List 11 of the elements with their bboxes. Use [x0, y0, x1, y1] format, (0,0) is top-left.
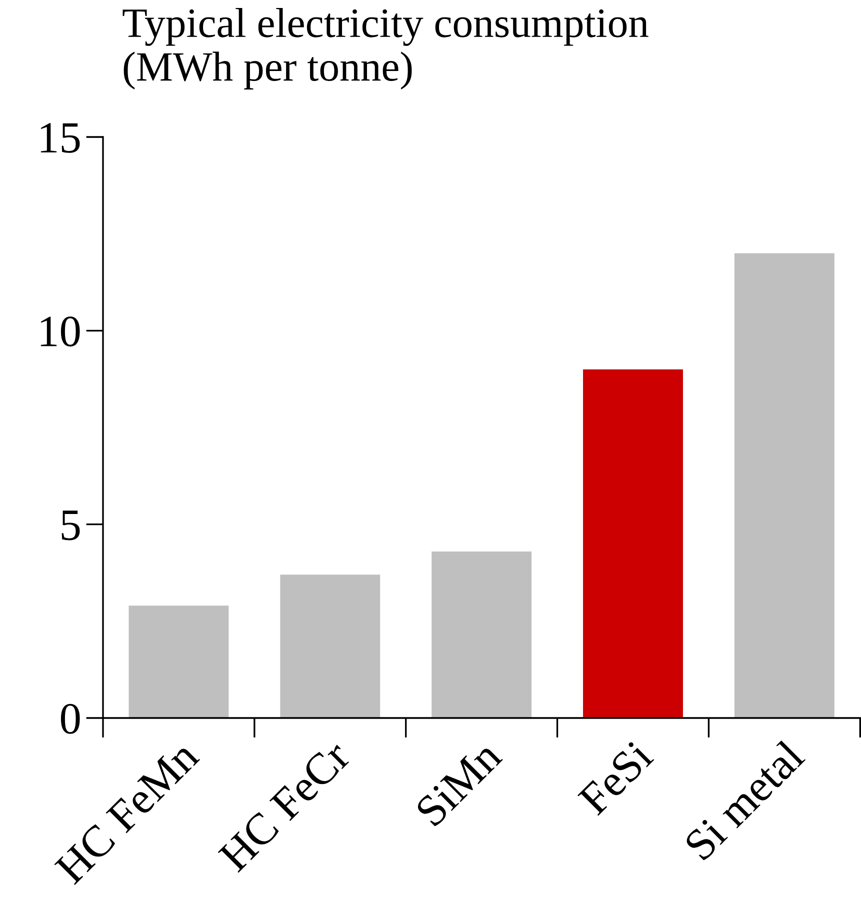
chart-title: Typical electricity consumption (MWh per tonne) [122, 8, 648, 90]
bar [583, 369, 683, 718]
y-tick-label: 0 [60, 704, 80, 734]
y-tick-label: 15 [40, 123, 80, 153]
x-tick-label: FeSi [577, 739, 655, 816]
y-tick-label: 10 [40, 316, 80, 347]
bar [432, 551, 532, 718]
y-tick-label: 5 [62, 510, 80, 540]
bar [128, 606, 229, 718]
bar [280, 574, 380, 718]
bar [734, 253, 834, 718]
